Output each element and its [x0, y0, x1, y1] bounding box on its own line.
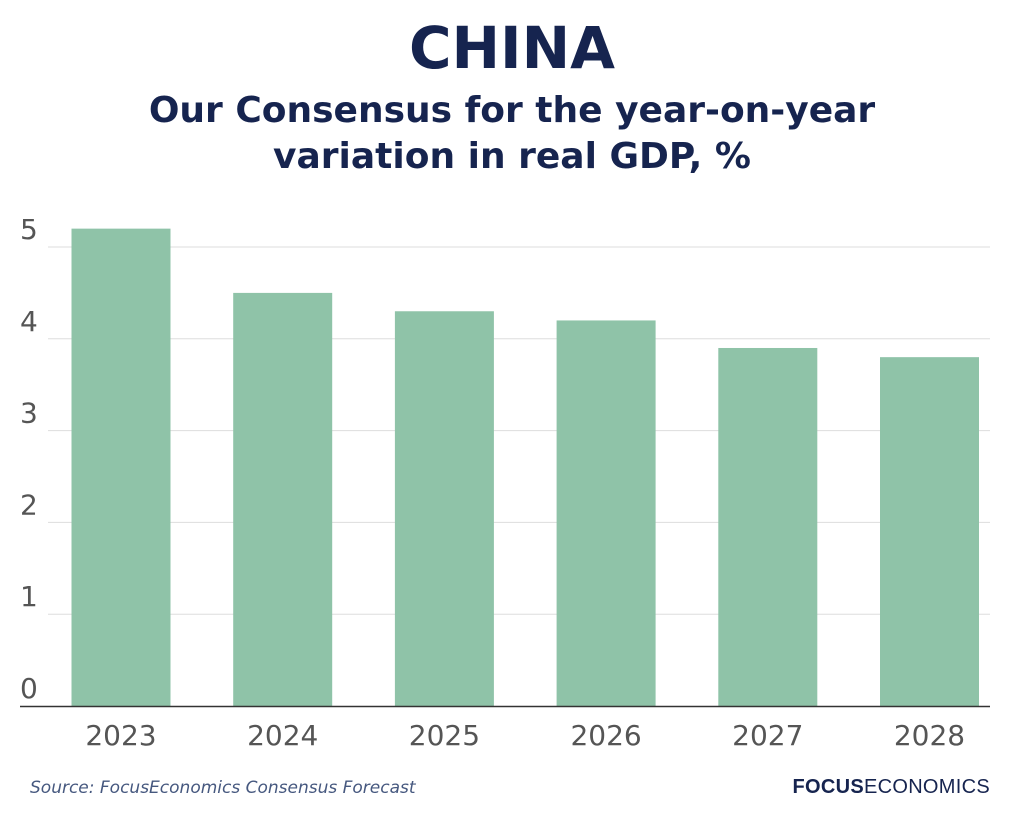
- y-tick-label-2: 2: [20, 488, 38, 521]
- bar-2028: [880, 357, 979, 706]
- y-tick-labels: 0 1 2 3 4 5: [20, 213, 38, 705]
- y-tick-label-4: 4: [20, 305, 38, 338]
- bar-2027: [718, 347, 818, 706]
- x-tick-label-2026: 2026: [570, 719, 641, 752]
- bar-2025: [394, 311, 494, 706]
- brand-logo: FOCUSECONOMICS: [792, 776, 990, 799]
- x-tick-label-2025: 2025: [409, 719, 480, 752]
- source-note: Source: FocusEconomics Consensus Forecas…: [30, 778, 416, 798]
- brand-logo-bold: FOCUS: [792, 776, 864, 798]
- bar-2024: [233, 292, 333, 706]
- x-tick-label-2024: 2024: [247, 719, 318, 752]
- bar-2026: [556, 320, 656, 706]
- y-tick-label-3: 3: [20, 397, 38, 430]
- y-tick-label-1: 1: [20, 580, 38, 613]
- chart-subtitle: Our Consensus for the year-on-year varia…: [148, 90, 876, 177]
- x-tick-label-2028: 2028: [894, 719, 965, 752]
- brand-logo-rest: ECONOMICS: [863, 776, 990, 798]
- grid-lines: [48, 246, 990, 615]
- chart-title: CHINA: [408, 14, 616, 82]
- bars: [71, 228, 979, 706]
- y-tick-label-5: 5: [20, 213, 38, 246]
- x-tick-label-2023: 2023: [85, 719, 156, 752]
- y-tick-label-0: 0: [20, 672, 38, 705]
- x-tick-labels: 2023 2024 2025 2026 2027 2028: [85, 719, 965, 752]
- bar-chart: 0 1 2 3 4 5 2023 2024 2025 2026 2027 2028: [20, 213, 990, 752]
- bar-2023: [71, 228, 171, 706]
- x-tick-label-2027: 2027: [732, 719, 803, 752]
